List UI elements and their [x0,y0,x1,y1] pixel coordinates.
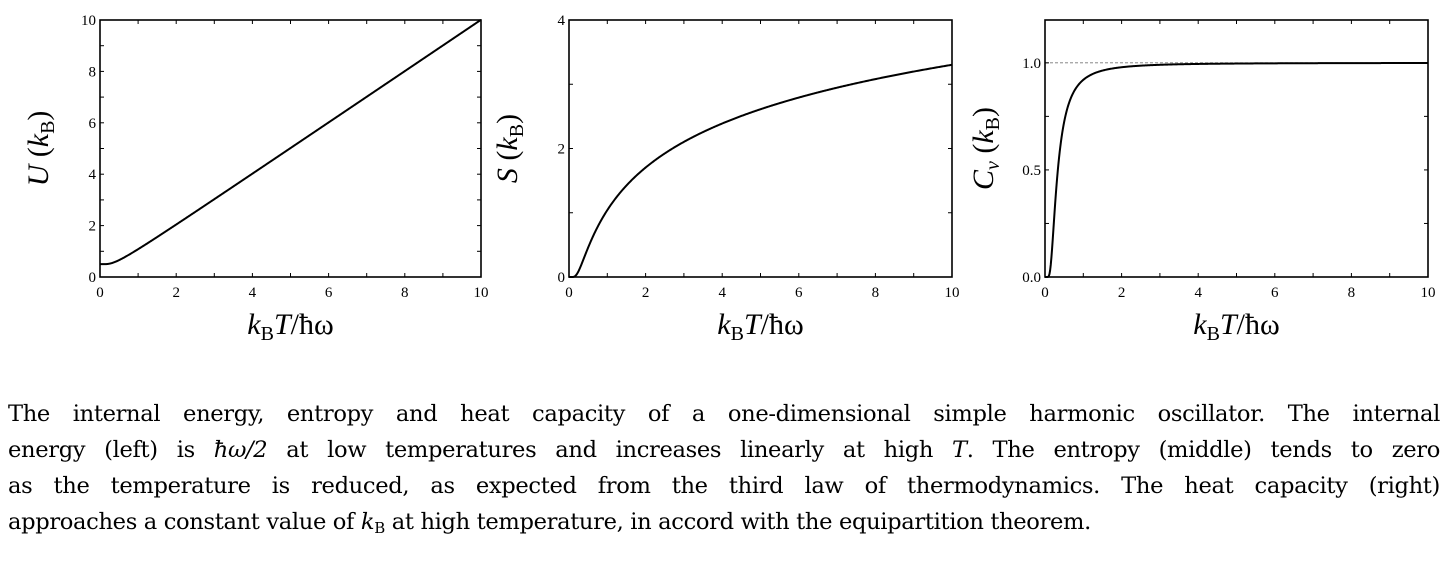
S-curve [569,63,953,278]
y-tick-label: 0 [558,270,566,286]
boltzmann-subscript: B [374,519,385,537]
x-tick-label: 10 [1421,285,1436,301]
y-tick-label: 4 [558,13,566,29]
caption-text: energy (left) is [8,437,214,463]
x-tick-label: 0 [565,285,573,301]
x-tick-label: 6 [1271,285,1279,301]
y-tick-label: 8 [89,64,97,80]
y-tick-label: 4 [89,167,97,183]
x-tick-label: 2 [172,285,180,301]
caption-text: at high temperature, in accord with the … [384,509,1092,535]
x-axis-label: kBT/ħω [247,308,333,345]
x-tick-label: 0 [96,285,104,301]
temperature-symbol: T [952,437,967,463]
caption-text: . The entropy (middle) tends to zero [966,437,1441,463]
x-tick-label: 10 [945,285,960,301]
caption-line-4: approaches a constant value of kB at hig… [8,504,1440,546]
x-axis-label: kBT/ħω [717,308,803,345]
y-tick-label: 0 [89,270,97,286]
y-axis-label: S (kB) [491,114,528,183]
caption-text: at low temperatures and increases linear… [267,437,953,463]
x-tick-label: 2 [1118,285,1126,301]
x-tick-label: 4 [249,285,257,301]
x-axis-label: kBT/ħω [1193,308,1279,345]
y-axis-label: U (kB) [22,111,59,187]
heat-capacity-chart: 0 2 4 6 8 10 0.0 0.5 1.0 kBT/ħω Cv (kB) [967,19,1436,345]
hbar-omega-math: ħω/2 [213,437,268,463]
caption-line-3: as the temperature is reduced, as expect… [8,473,1440,499]
x-tick-label: 0 [1041,285,1049,301]
x-tick-label: 4 [718,285,726,301]
figure: 0 2 4 6 8 10 0 2 4 6 8 10 kBT/ħω U (kB) 0 2 4 6 8 10 0 2 4 kBT… [22,13,1436,345]
caption-line-1: The internal energy, entropy and heat ca… [8,401,1440,427]
charts-svg: 0 2 4 6 8 10 0 2 4 6 8 10 kBT/ħω U (kB) 0 2 4 6 8 10 0 2 4 kBT… [22,13,1436,345]
y-axis-label: Cv (kB) [967,107,1004,190]
x-tick-label: 2 [642,285,650,301]
Cv-curve [1045,62,1428,278]
x-tick-label: 8 [1348,285,1356,301]
boltzmann-symbol: k [360,509,375,535]
internal-energy-chart: 0 2 4 6 8 10 0 2 4 6 8 10 kBT/ħω U (kB) [22,13,489,345]
x-tick-label: 4 [1194,285,1202,301]
U-curve [100,19,482,266]
x-tick-label: 6 [325,285,333,301]
x-tick-label: 8 [401,285,409,301]
x-tick-label: 10 [474,285,489,301]
caption-line-2: energy (left) is ħω/2 at low temperature… [8,432,1440,468]
y-tick-label: 2 [89,219,97,235]
caption-text: approaches a constant value of [8,509,361,535]
y-tick-label: 2 [558,142,566,158]
plot-frame [568,19,953,278]
x-tick-label: 8 [872,285,880,301]
y-tick-label: 6 [89,116,97,132]
y-tick-label: 0.0 [1022,270,1041,286]
y-tick-label: 1.0 [1022,56,1041,72]
y-tick-label: 0.5 [1022,163,1041,179]
entropy-chart: 0 2 4 6 8 10 0 2 4 kBT/ħω S (kB) [491,13,960,345]
plot-frame [1044,19,1429,278]
y-tick-label: 10 [81,13,96,29]
x-tick-label: 6 [795,285,803,301]
figure-caption: The internal energy, entropy and heat ca… [8,396,1440,546]
